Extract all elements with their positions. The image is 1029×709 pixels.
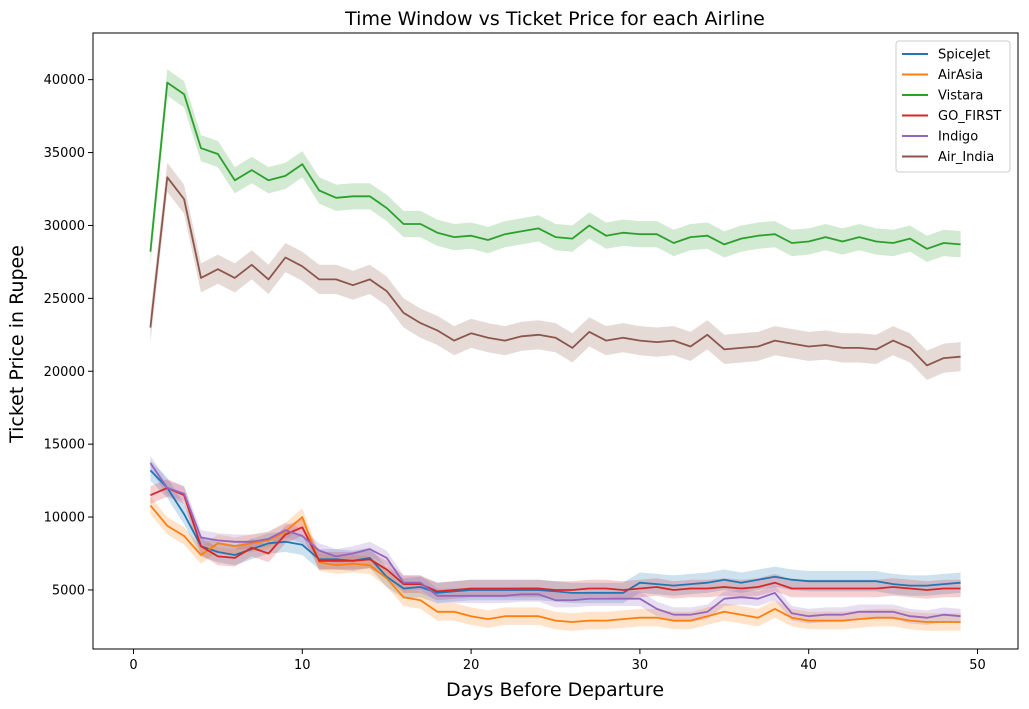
x-tick-label: 10	[294, 658, 311, 673]
x-axis-ticks: 0 10 20 30 40 50	[129, 649, 986, 673]
band-indigo	[150, 455, 961, 625]
x-tick-label: 30	[632, 658, 649, 673]
legend-label-go-first: GO_FIRST	[938, 109, 1001, 124]
line-airasia	[149, 504, 961, 623]
legend: SpiceJet AirAsia Vistara GO_FIRST Indigo Air_…	[895, 40, 1011, 173]
line-go-first	[150, 486, 961, 593]
plot-frame	[92, 32, 1019, 650]
x-axis-label: Days Before Departure	[446, 679, 664, 701]
legend-label-spicejet: SpiceJet	[938, 48, 990, 63]
legend-label-vistara: Vistara	[938, 89, 983, 104]
y-tick-label: 5000	[52, 583, 85, 598]
y-axis-label: Ticket Price in Rupee	[6, 245, 28, 444]
legend-label-airasia: AirAsia	[938, 68, 983, 83]
band-spicejet	[150, 460, 961, 604]
confidence-bands	[150, 69, 961, 631]
band-air-india	[150, 162, 961, 380]
chart-title: Time Window vs Ticket Price for each Air…	[344, 8, 765, 30]
y-tick-label: 15000	[44, 438, 85, 453]
legend-label-indigo: Indigo	[938, 130, 978, 145]
y-tick-label: 20000	[44, 365, 85, 380]
band-vistara	[150, 69, 961, 265]
y-tick-label: 40000	[44, 73, 85, 88]
line-indigo	[149, 462, 961, 619]
line-air-india	[149, 176, 961, 367]
x-tick-label: 50	[969, 658, 986, 673]
x-tick-label: 40	[800, 658, 817, 673]
legend-label-air-india: Air_India	[938, 150, 994, 165]
y-axis-ticks: 5000 10000 15000 20000 25000 30000 35000 40000	[44, 73, 93, 598]
y-tick-label: 35000	[44, 146, 85, 161]
y-tick-label: 10000	[44, 511, 85, 526]
line-vistara	[149, 81, 961, 252]
x-tick-label: 0	[129, 658, 137, 673]
line-spicejet	[149, 469, 961, 594]
y-tick-label: 30000	[44, 219, 85, 234]
series-lines	[149, 81, 961, 623]
x-tick-label: 20	[463, 658, 480, 673]
y-tick-label: 25000	[44, 292, 85, 307]
